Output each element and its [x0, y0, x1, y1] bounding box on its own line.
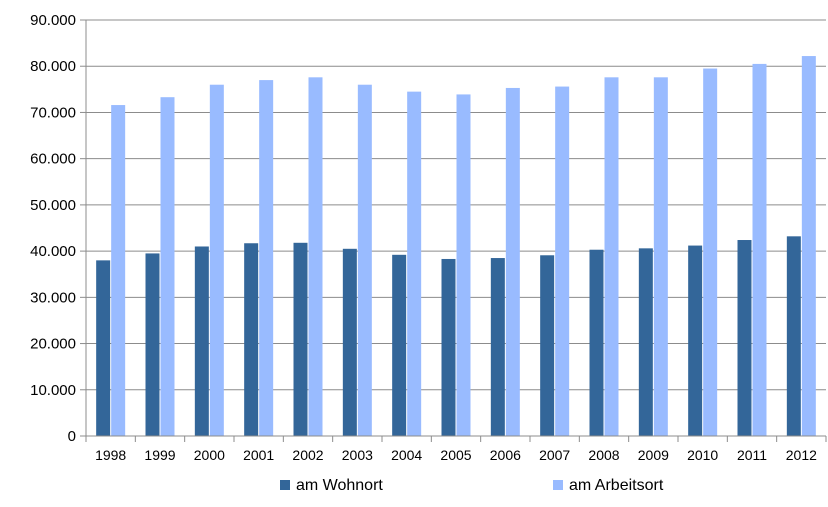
bar-arbeitsort-2011: [752, 63, 767, 437]
legend-label: am Wohnort: [296, 477, 383, 494]
bar-wohnort-2001: [244, 243, 259, 436]
y-tick-label: 0: [68, 428, 76, 445]
x-tick-label: 2004: [391, 447, 422, 463]
gridlines: [86, 19, 826, 391]
bar-wohnort-2005: [441, 258, 456, 436]
bar-wohnort-2003: [342, 248, 357, 436]
y-tick-label: 40.000: [30, 243, 76, 260]
bar-arbeitsort-2008: [604, 77, 619, 436]
y-tick-label: 10.000: [30, 382, 76, 399]
y-tick-label: 90.000: [30, 12, 76, 29]
bar-wohnort-2002: [293, 242, 308, 436]
x-tick-label: 2001: [243, 447, 274, 463]
legend-label: am Arbeitsort: [569, 477, 664, 494]
x-tick-label: 2010: [687, 447, 718, 463]
bar-wohnort-2000: [194, 246, 209, 436]
x-tick-label: 1999: [144, 447, 175, 463]
x-tick-label: 2011: [737, 447, 767, 463]
x-tick-label: 2003: [342, 447, 373, 463]
bar-wohnort-2010: [688, 245, 703, 436]
y-tick-label: 60.000: [30, 151, 76, 168]
x-tick-label: 2009: [638, 447, 669, 463]
bar-wohnort-2006: [490, 258, 505, 436]
x-tick-label: 2006: [490, 447, 521, 463]
bar-arbeitsort-2010: [703, 68, 718, 437]
bar-wohnort-2009: [638, 248, 653, 436]
bar-arbeitsort-2007: [555, 86, 570, 436]
bar-arbeitsort-2001: [259, 80, 274, 436]
bar-arbeitsort-2009: [653, 77, 668, 436]
x-tick-label: 2008: [588, 447, 619, 463]
bar-wohnort-2007: [540, 255, 555, 436]
bar-arbeitsort-1999: [160, 97, 175, 437]
bar-wohnort-2012: [786, 236, 801, 436]
y-tick-label: 20.000: [30, 336, 76, 353]
bar-arbeitsort-2000: [209, 84, 224, 436]
legend-swatch: [280, 480, 290, 490]
bar-arbeitsort-2005: [456, 94, 471, 436]
bar-wohnort-2008: [589, 249, 604, 436]
bar-wohnort-2011: [737, 240, 752, 436]
bar-wohnort-1999: [145, 253, 160, 436]
bar-arbeitsort-1998: [111, 105, 126, 436]
y-tick-label: 30.000: [30, 289, 76, 306]
x-tick-label: 2005: [440, 447, 471, 463]
bar-arbeitsort-2003: [357, 84, 372, 436]
bar-arbeitsort-2012: [801, 56, 816, 436]
y-tick-label: 70.000: [30, 104, 76, 121]
x-tick-label: 2000: [194, 447, 225, 463]
x-tick-label: 2012: [786, 447, 817, 463]
bar-wohnort-2004: [392, 254, 407, 436]
bar-arbeitsort-2002: [308, 77, 323, 436]
legend-swatch: [553, 480, 563, 490]
x-tick-label: 1998: [95, 447, 126, 463]
bar-arbeitsort-2006: [505, 87, 520, 437]
bar-arbeitsort-2004: [407, 91, 422, 437]
x-tick-label: 2007: [539, 447, 570, 463]
axes: 0 10.000 20.000 30.000 40.000 50.000 60.000 70.…: [30, 12, 827, 463]
bars: [96, 56, 816, 437]
y-tick-label: 50.000: [30, 197, 76, 214]
x-tick-label: 2002: [292, 447, 323, 463]
y-tick-label: 80.000: [30, 58, 76, 75]
legend: am Wohnort am Arbeitsort: [280, 477, 664, 494]
bar-wohnort-1998: [96, 260, 111, 436]
